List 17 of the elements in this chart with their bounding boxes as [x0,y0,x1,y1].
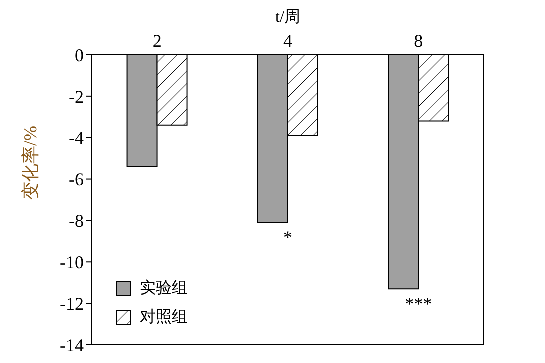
legend-label: 对照组 [140,308,188,328]
y-tick-label: -10 [60,252,84,273]
x-tick-label: 8 [414,31,424,51]
x-axis-title: t/周 [276,9,300,26]
y-tick-label: 0 [75,45,84,66]
y-tick-label: -6 [69,170,84,190]
y-tick-label: -8 [69,211,84,232]
y-tick-label: -2 [69,86,84,107]
annotation: *** [405,294,432,314]
y-tick-label: -14 [60,335,84,356]
y-tick-label: -4 [69,128,84,148]
legend-label: 实验组 [140,278,188,299]
x-tick-label: 4 [284,31,292,51]
annotation: * [284,228,292,248]
y-axis-title: 变化率/% [20,126,40,200]
x-tick-label: 2 [152,31,162,51]
y-tick-label: -12 [60,294,84,314]
